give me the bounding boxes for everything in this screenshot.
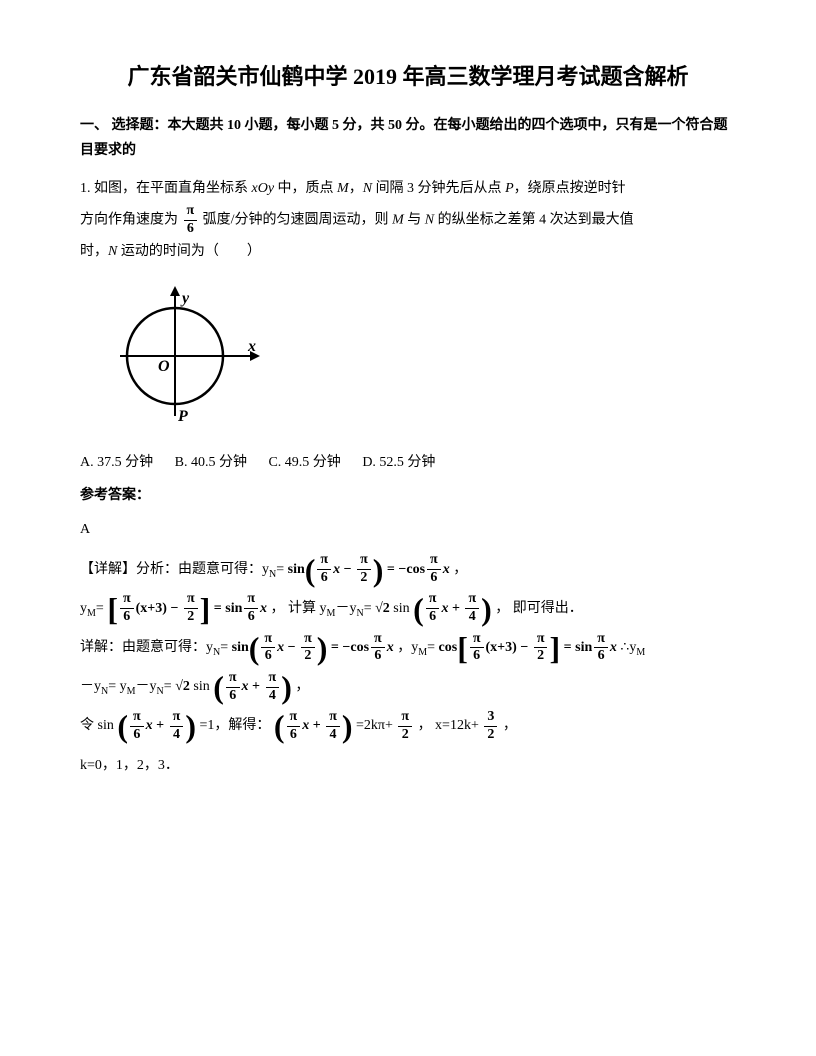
explain-line2: yM= [π6(x+3) − π2] = sinπ6x ， 计算 yM－yN= …: [80, 589, 736, 628]
answer-label: 参考答案：: [80, 483, 736, 508]
option-c: C. 49.5 分钟: [268, 455, 340, 470]
q1-l3b: 运动的时间为（ ）: [117, 244, 261, 259]
q1-l2a: 方向作角速度为: [80, 213, 182, 228]
explain-line3: 详解：由题意可得：yN= sin(π6x − π2) = −cosπ6x ，yM…: [80, 628, 736, 667]
q1-t4: 间隔 3 分钟先后从点: [372, 181, 505, 196]
explain-line4: －yN= yM－yN= √2 sin (π6x + π4) ，: [80, 667, 736, 706]
svg-text:P: P: [177, 408, 188, 425]
page-title: 广东省韶关市仙鹤中学 2019 年高三数学理月考试题含解析: [80, 60, 736, 93]
q1-n2: N: [425, 213, 434, 228]
q1-m: M: [337, 181, 349, 196]
q1-t2: 中，质点: [274, 181, 337, 196]
explain-line1: 【详解】分析：由题意可得：yN= sin(π6x − π2) = −cosπ6x…: [80, 550, 736, 589]
q1-t3: ，: [349, 181, 363, 196]
q1-n3: N: [108, 244, 117, 259]
q1-t5: ，绕原点按逆时针: [514, 181, 626, 196]
svg-text:O: O: [158, 358, 170, 375]
option-b: B. 40.5 分钟: [175, 455, 247, 470]
q1-l2c: 与: [404, 213, 425, 228]
q1-n: N: [363, 181, 372, 196]
explain-line6: k=0，1，2，3．: [80, 746, 736, 785]
svg-text:y: y: [180, 290, 190, 307]
circle-figure: y x O P: [110, 281, 736, 440]
option-a: A. 37.5 分钟: [80, 455, 153, 470]
option-d: D. 52.5 分钟: [362, 455, 435, 470]
explanation: 【详解】分析：由题意可得：yN= sin(π6x − π2) = −cosπ6x…: [80, 550, 736, 785]
q1-text: 1. 如图，在平面直角坐标系: [80, 181, 252, 196]
section-header: 一、 选择题：本大题共 10 小题，每小题 5 分，共 50 分。在每小题给出的…: [80, 113, 736, 163]
q1-m2: M: [392, 213, 404, 228]
q1-l3: 时，: [80, 244, 108, 259]
svg-text:x: x: [247, 338, 256, 355]
q1-l2d: 的纵坐标之差第 4 次达到最大值: [434, 213, 634, 228]
answer: A: [80, 517, 736, 542]
q1-xoy: xOy: [252, 181, 275, 196]
q1-p: P: [505, 181, 514, 196]
explain-line5: 令 sin (π6x + π4) =1，解得： (π6x + π4) =2kπ+…: [80, 706, 736, 745]
question-1: 1. 如图，在平面直角坐标系 xOy 中，质点 M，N 间隔 3 分钟先后从点 …: [80, 175, 736, 266]
options: A. 37.5 分钟 B. 40.5 分钟 C. 49.5 分钟 D. 52.5…: [80, 450, 736, 475]
angular-speed-frac: π6: [184, 203, 198, 238]
q1-l2b: 弧度/分钟的匀速圆周运动，则: [199, 213, 392, 228]
